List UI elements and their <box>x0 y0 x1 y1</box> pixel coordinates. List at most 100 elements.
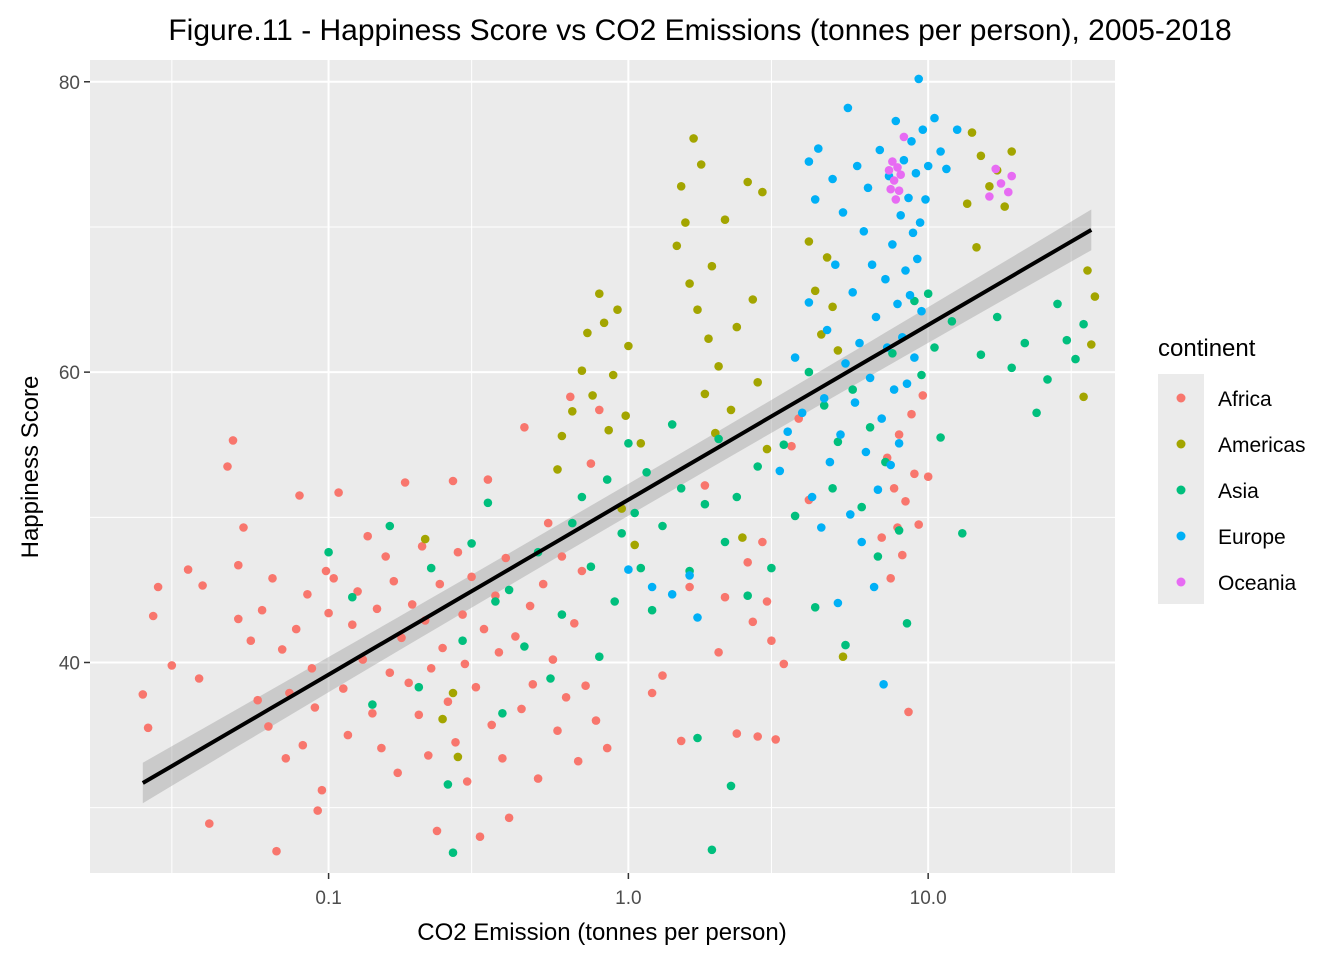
y-tick-label: 40 <box>59 653 80 674</box>
data-point <box>841 359 850 368</box>
data-point <box>775 466 785 476</box>
data-point <box>1062 335 1072 345</box>
data-point <box>205 819 214 828</box>
data-point <box>783 427 792 437</box>
data-point <box>291 624 301 634</box>
data-point <box>658 671 667 680</box>
data-point <box>385 521 395 531</box>
data-point <box>557 610 567 619</box>
data-point <box>942 164 951 174</box>
data-point <box>317 785 327 795</box>
data-point <box>520 642 529 651</box>
data-point <box>586 459 596 468</box>
legend-label-americas: Americas <box>1218 434 1306 457</box>
data-point <box>1007 171 1016 181</box>
data-point <box>599 318 609 328</box>
data-point <box>923 472 933 482</box>
data-point <box>268 574 277 583</box>
data-point <box>647 688 657 698</box>
data-point <box>630 540 639 550</box>
data-point <box>720 592 730 602</box>
data-point <box>543 518 553 528</box>
data-point <box>329 574 339 583</box>
data-point <box>303 590 312 599</box>
data-point <box>884 166 894 175</box>
data-point <box>985 192 994 201</box>
data-point <box>930 343 939 352</box>
data-point <box>894 430 904 439</box>
data-point <box>234 614 243 624</box>
data-point <box>363 531 373 541</box>
trend-line <box>141 228 1093 785</box>
legend-items: Africa Americas Asia Europe Oceania <box>1176 388 1306 595</box>
x-axis-ticks: 0.1 1.0 10.0 <box>315 873 947 909</box>
data-point <box>443 697 453 706</box>
data-point <box>253 695 262 705</box>
data-point <box>992 312 1002 322</box>
data-point <box>591 716 601 725</box>
data-point <box>581 681 590 690</box>
data-point <box>936 147 945 156</box>
data-point <box>577 366 587 376</box>
data-point <box>877 533 886 542</box>
data-point <box>899 132 909 142</box>
legend-label-africa: Africa <box>1218 388 1272 411</box>
data-point <box>893 299 902 309</box>
data-point <box>738 533 747 542</box>
data-point <box>714 434 723 444</box>
data-point <box>389 576 399 586</box>
data-point <box>790 511 800 521</box>
data-point <box>852 161 862 171</box>
data-point <box>183 565 193 574</box>
data-point <box>918 391 928 400</box>
data-point <box>624 565 633 574</box>
data-point <box>272 846 281 856</box>
data-point <box>610 597 619 606</box>
data-point <box>353 587 362 596</box>
data-point <box>833 346 843 355</box>
data-point <box>553 465 562 474</box>
data-point <box>886 460 895 470</box>
data-point <box>967 128 977 137</box>
legend-key-americas <box>1176 439 1186 449</box>
data-point <box>828 302 837 312</box>
data-point <box>281 754 291 763</box>
data-point <box>720 537 730 547</box>
data-point <box>234 560 243 570</box>
data-point <box>642 468 651 477</box>
data-point <box>448 848 458 857</box>
data-point <box>732 729 742 738</box>
data-point <box>888 349 897 358</box>
legend-label-europe: Europe <box>1218 526 1286 549</box>
data-point <box>658 521 667 531</box>
data-point <box>771 735 780 744</box>
data-points <box>138 74 1100 857</box>
data-point <box>893 163 902 172</box>
data-point <box>907 137 916 146</box>
data-point <box>448 476 458 486</box>
data-point <box>246 636 256 645</box>
data-point <box>700 389 710 399</box>
data-point <box>467 539 476 548</box>
data-point <box>901 497 910 506</box>
data-point <box>867 260 877 270</box>
data-point <box>848 385 857 394</box>
data-point <box>501 553 511 563</box>
data-point <box>972 243 981 252</box>
grid-lines <box>90 60 1115 873</box>
data-point <box>404 678 414 688</box>
data-point <box>807 492 817 502</box>
data-point <box>588 391 597 400</box>
data-point <box>617 529 626 538</box>
data-point <box>487 720 497 730</box>
data-point <box>1007 363 1016 373</box>
data-point <box>528 680 538 689</box>
data-point <box>758 187 767 197</box>
data-point <box>339 684 348 693</box>
data-point <box>586 562 596 571</box>
data-point <box>676 736 686 746</box>
data-point <box>458 610 467 619</box>
data-point <box>377 743 386 753</box>
data-point <box>748 295 758 304</box>
data-point <box>810 603 820 612</box>
